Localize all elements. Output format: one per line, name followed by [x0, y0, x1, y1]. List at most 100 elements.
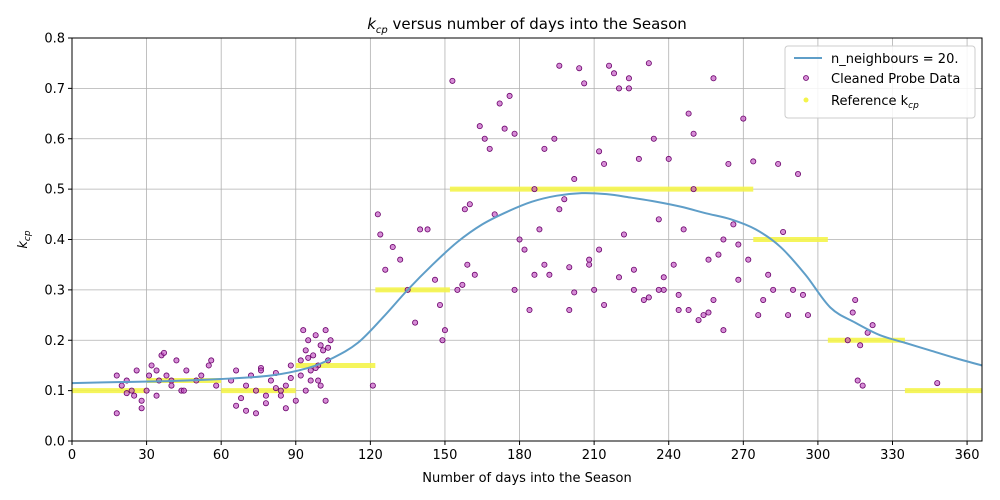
- data-point-98: [486, 145, 493, 152]
- data-point-89: [449, 77, 456, 84]
- data-point-124: [615, 85, 622, 92]
- x-axis-label: Number of days into the Season: [422, 471, 632, 486]
- data-point-23: [160, 349, 167, 356]
- data-point-159: [675, 291, 682, 298]
- data-point-125: [620, 231, 627, 238]
- data-point-84: [424, 226, 431, 233]
- data-point-154: [601, 160, 608, 167]
- data-point-129: [640, 296, 647, 303]
- data-point-134: [665, 155, 672, 162]
- data-point-94: [466, 201, 473, 208]
- data-point-186: [849, 309, 856, 316]
- data-point-128: [635, 155, 642, 162]
- data-point-28: [198, 372, 205, 379]
- data-point-126: [625, 75, 632, 82]
- data-point-43: [292, 397, 299, 404]
- data-point-72: [305, 354, 312, 361]
- data-point-52: [277, 387, 284, 394]
- data-point-41: [282, 382, 289, 389]
- data-point-91: [459, 281, 466, 288]
- legend-reference-swatch: [803, 97, 809, 103]
- data-point-61: [317, 342, 324, 349]
- data-point-143: [710, 75, 717, 82]
- data-point-33: [243, 382, 250, 389]
- legend-point-swatch: [803, 75, 809, 81]
- legend: n_neighbours = 20. Cleaned Probe Data Re…: [784, 45, 976, 119]
- data-point-132: [655, 216, 662, 223]
- data-point-105: [521, 246, 528, 253]
- data-point-68: [307, 377, 314, 384]
- data-point-133: [660, 286, 667, 293]
- legend-box: [784, 45, 976, 119]
- fit-line: [71, 192, 983, 385]
- data-point-175: [760, 296, 767, 303]
- data-point-0: [113, 372, 120, 379]
- y-tick-label-4: 0.4: [44, 233, 65, 248]
- data-point-24: [168, 382, 175, 389]
- data-point-114: [566, 307, 573, 314]
- chart-title-rest: versus number of days into the Season: [388, 15, 687, 33]
- data-point-59: [312, 332, 319, 339]
- data-point-65: [327, 337, 334, 344]
- y-tick-label-7: 0.7: [44, 82, 65, 97]
- data-point-45: [252, 410, 259, 417]
- data-point-31: [233, 367, 240, 374]
- data-point-8: [153, 392, 160, 399]
- data-point-123: [611, 70, 618, 77]
- data-point-27: [180, 387, 187, 394]
- data-point-63: [322, 327, 329, 334]
- chart-title-k: k: [367, 15, 377, 33]
- data-point-5: [138, 397, 145, 404]
- x-tick-label-12: 360: [955, 448, 980, 463]
- data-point-88: [441, 327, 448, 334]
- data-point-153: [586, 261, 593, 268]
- data-point-46: [262, 392, 269, 399]
- y-tick-label-2: 0.2: [44, 334, 65, 349]
- chart-title: kcp versus number of days into the Seaso…: [367, 15, 687, 36]
- data-point-54: [300, 327, 307, 334]
- data-point-35: [252, 387, 259, 394]
- data-point-166: [566, 264, 573, 271]
- data-point-148: [735, 276, 742, 283]
- data-point-180: [785, 312, 792, 319]
- y-tick-label-0: 0.0: [44, 435, 65, 450]
- data-point-140: [695, 317, 702, 324]
- data-point-96: [476, 123, 483, 130]
- data-point-4: [133, 367, 140, 374]
- x-tick-label-9: 270: [731, 448, 756, 463]
- data-point-139: [690, 186, 697, 193]
- data-point-151: [556, 206, 563, 213]
- legend-label-points: Cleaned Probe Data: [831, 72, 960, 87]
- data-point-193: [934, 380, 941, 387]
- data-point-18: [113, 410, 120, 417]
- data-point-183: [799, 291, 806, 298]
- data-point-102: [506, 92, 513, 99]
- data-point-122: [606, 62, 613, 69]
- y-tick-label-8: 0.8: [44, 32, 65, 47]
- data-point-44: [243, 407, 250, 414]
- data-point-178: [775, 160, 782, 167]
- legend-label-reference-main: Reference k: [831, 94, 909, 109]
- data-point-6: [143, 387, 150, 394]
- data-point-109: [541, 145, 548, 152]
- x-tick-label-5: 150: [433, 448, 458, 463]
- data-point-169: [655, 286, 662, 293]
- data-point-144: [715, 251, 722, 258]
- data-point-113: [561, 196, 568, 203]
- data-point-14: [183, 367, 190, 374]
- data-point-174: [755, 312, 762, 319]
- data-point-1: [118, 382, 125, 389]
- data-point-29: [208, 357, 215, 364]
- data-point-90: [454, 286, 461, 293]
- data-point-165: [531, 271, 538, 278]
- legend-label-reference: Reference kcp: [831, 94, 919, 111]
- y-tick-label-5: 0.5: [44, 183, 65, 198]
- data-point-22: [153, 367, 160, 374]
- data-point-55: [302, 347, 309, 354]
- data-point-188: [854, 377, 861, 384]
- data-point-93: [464, 261, 471, 268]
- data-point-75: [369, 382, 376, 389]
- data-point-112: [556, 62, 563, 69]
- data-point-73: [315, 377, 322, 384]
